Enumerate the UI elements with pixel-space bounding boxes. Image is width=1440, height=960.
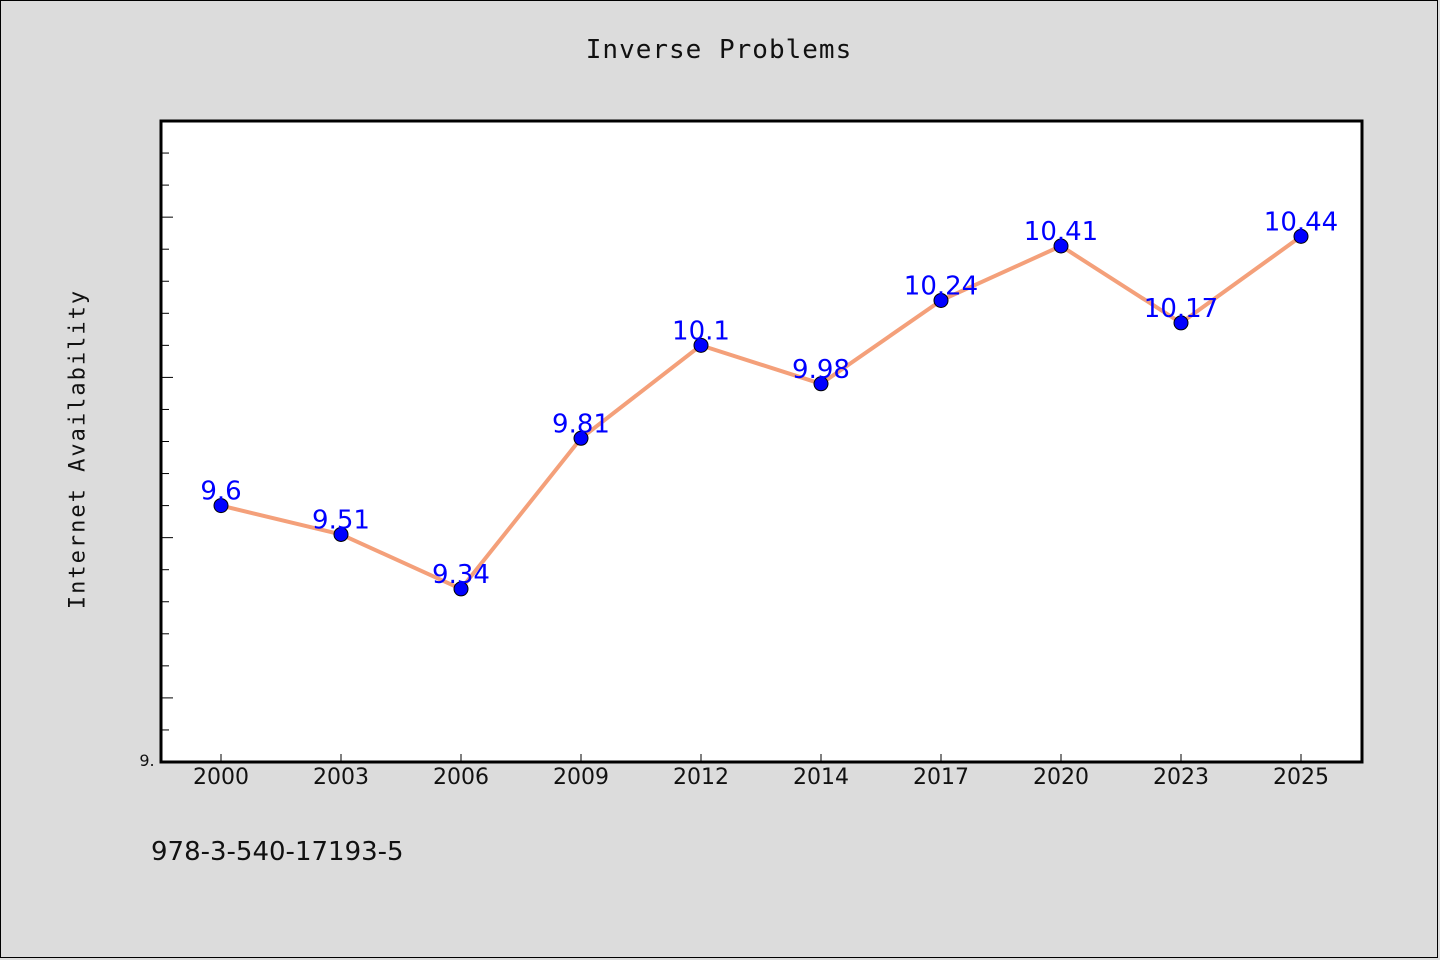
data-label: 10.17 bbox=[1144, 294, 1218, 324]
x-tick-label: 2020 bbox=[1033, 765, 1089, 790]
data-point bbox=[213, 498, 229, 514]
x-tick-label: 2012 bbox=[673, 765, 729, 790]
data-label: 10.41 bbox=[1024, 217, 1098, 247]
data-label: 9.51 bbox=[312, 505, 370, 535]
x-tick-label: 2006 bbox=[433, 765, 489, 790]
data-point bbox=[813, 376, 829, 392]
data-point bbox=[333, 526, 349, 542]
x-tick-label: 2009 bbox=[553, 765, 609, 790]
data-label: 9.6 bbox=[200, 477, 241, 507]
footer-code: 978-3-540-17193-5 bbox=[151, 837, 404, 867]
data-point bbox=[1173, 315, 1189, 331]
data-label: 10.1 bbox=[672, 316, 730, 346]
x-tick-label: 2017 bbox=[913, 765, 969, 790]
x-axis-ticks: 2000 2003 2006 2009 2012 2014 2017 2020 2023 2025 bbox=[193, 754, 1329, 790]
data-point bbox=[1053, 238, 1069, 254]
x-tick-label: 2014 bbox=[793, 765, 849, 790]
data-markers bbox=[213, 228, 1309, 597]
data-point bbox=[1293, 228, 1309, 244]
x-tick-label: 2023 bbox=[1153, 765, 1209, 790]
data-label: 10.44 bbox=[1264, 207, 1338, 237]
data-labels: 9.6 9.51 9.34 9.81 10.1 9.98 10.24 10.41 10.17 10… bbox=[200, 207, 1338, 590]
data-label: 9.98 bbox=[792, 355, 850, 385]
x-tick-label: 2000 bbox=[193, 765, 249, 790]
data-label: 9.81 bbox=[552, 409, 610, 439]
data-point bbox=[693, 337, 709, 353]
data-label: 10.24 bbox=[904, 271, 978, 301]
y-axis-ticks bbox=[161, 152, 173, 731]
x-tick-label: 2025 bbox=[1273, 765, 1329, 790]
data-point bbox=[573, 430, 589, 446]
data-label: 9.34 bbox=[432, 560, 490, 590]
data-point bbox=[453, 581, 469, 597]
plot-background bbox=[159, 119, 1364, 764]
x-tick-label: 2003 bbox=[313, 765, 369, 790]
y-tick-label-min: 9. bbox=[139, 751, 154, 770]
series-line bbox=[220, 234, 1303, 591]
data-point bbox=[933, 292, 949, 308]
chart-title: Inverse Problems bbox=[585, 35, 853, 65]
